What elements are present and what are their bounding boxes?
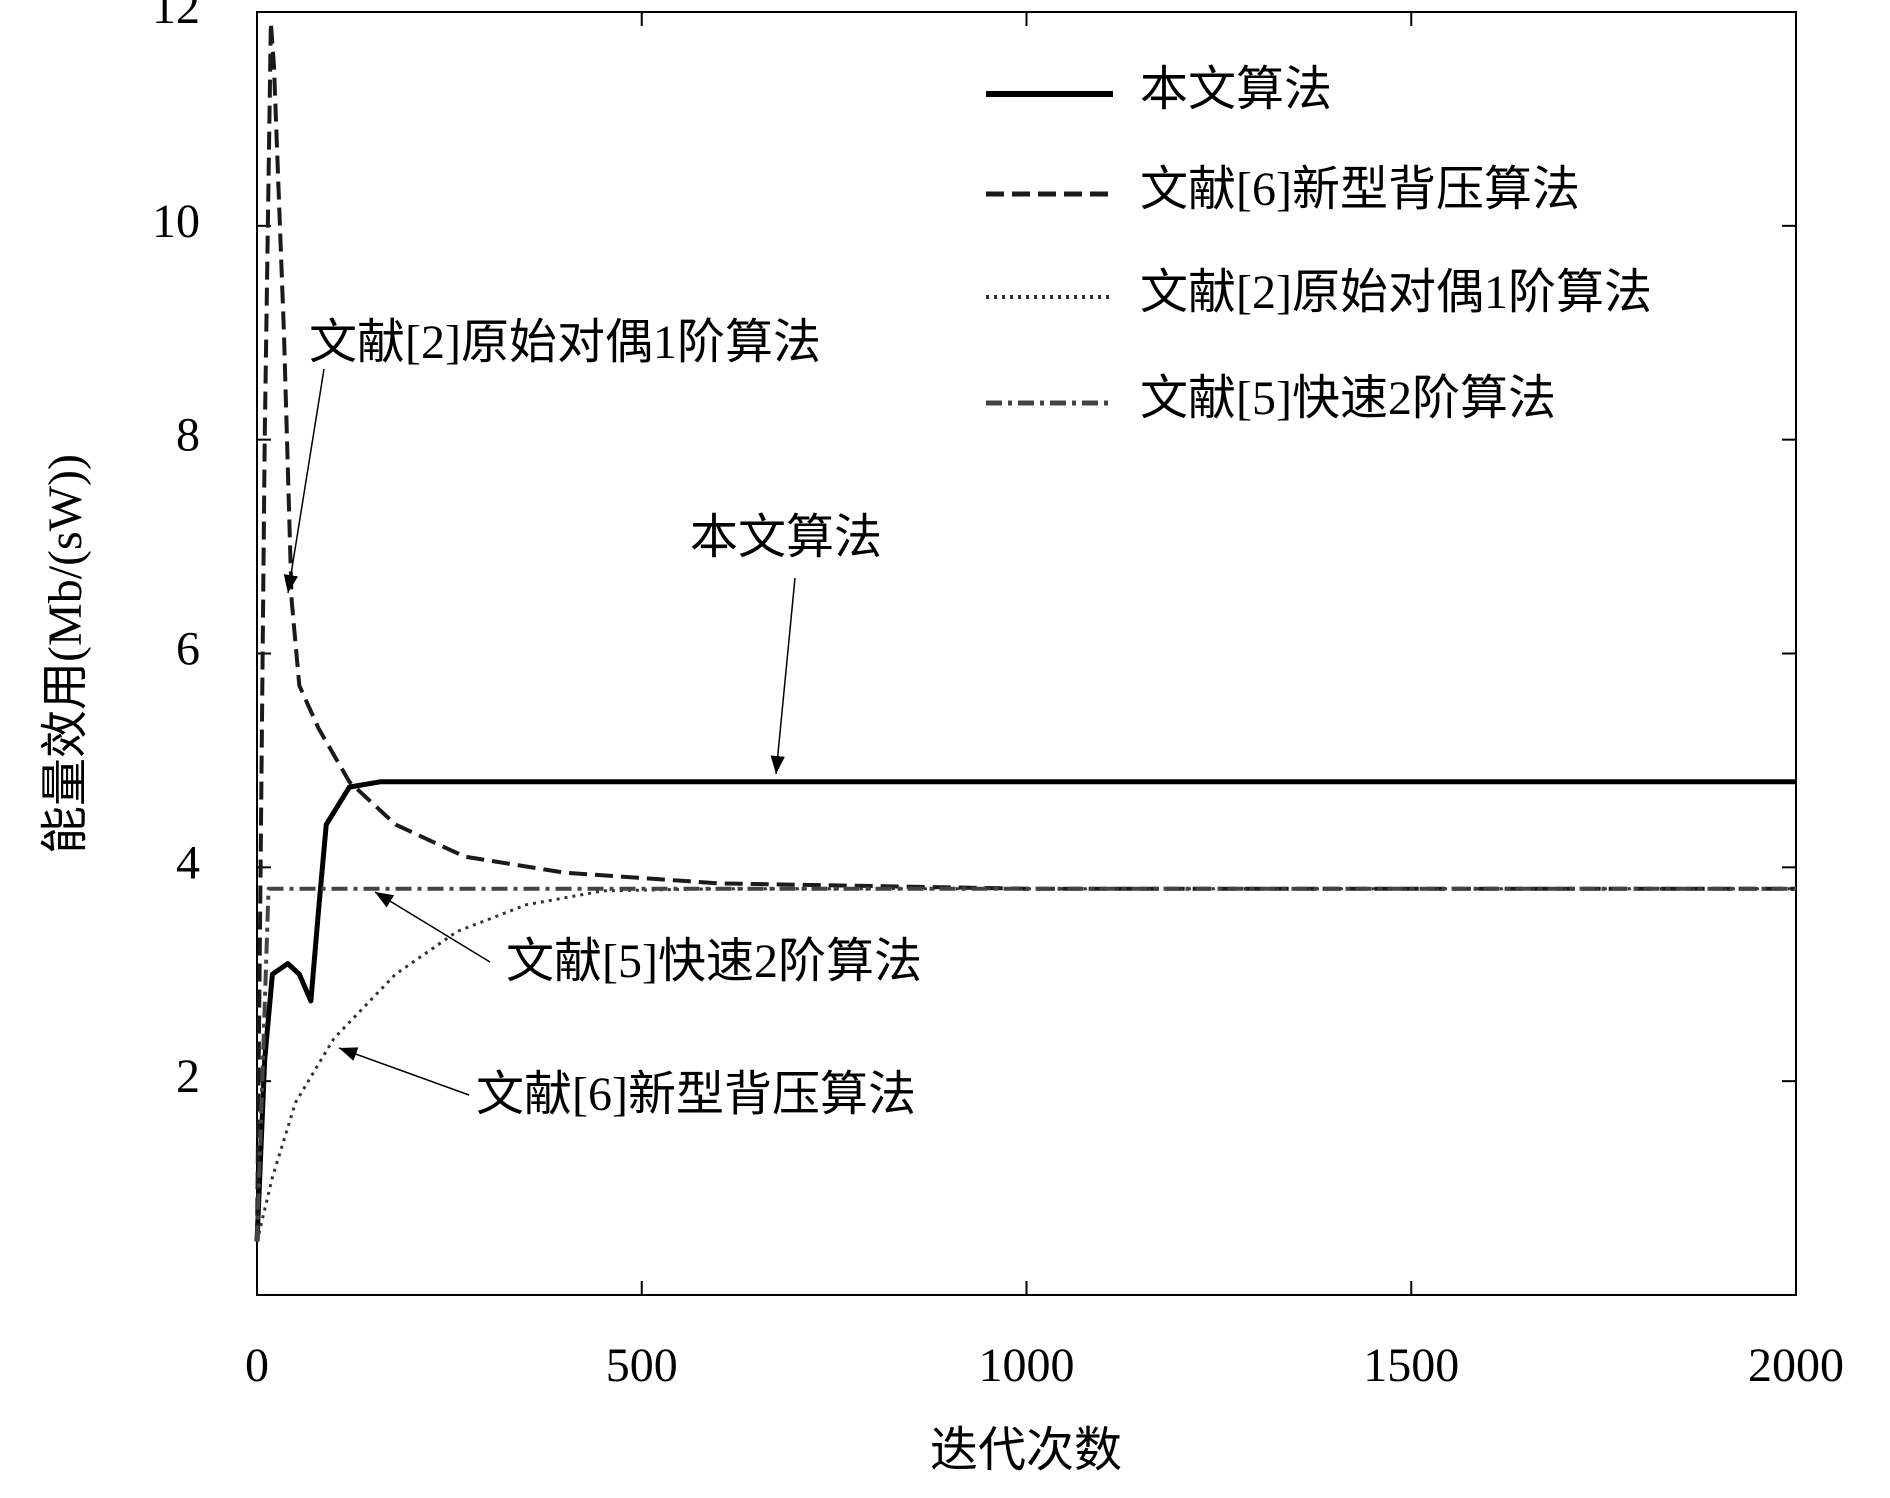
x-tick-label: 2000 xyxy=(1748,1339,1844,1392)
annotation: 文献[5]快速2阶算法 xyxy=(506,935,922,988)
annotation-arrow xyxy=(374,891,491,963)
x-tick-label: 1000 xyxy=(979,1339,1075,1392)
annotation-arrow xyxy=(338,1047,470,1096)
annotation-arrow xyxy=(770,577,796,775)
annotation: 文献[2]原始对偶1阶算法 xyxy=(309,316,821,369)
y-tick-label: 2 xyxy=(176,1050,200,1103)
y-tick-label: 8 xyxy=(176,409,200,462)
y-tick-label: 4 xyxy=(176,836,200,889)
series-line xyxy=(255,887,1796,1242)
x-axis-label: 迭代次数 xyxy=(930,1424,1122,1477)
annotation-arrow xyxy=(283,368,325,594)
y-tick-label: 10 xyxy=(152,195,200,248)
legend-label: 文献[6]新型背压算法 xyxy=(1140,163,1580,216)
series-line xyxy=(255,886,1796,1242)
legend-label: 本文算法 xyxy=(1140,63,1332,116)
y-axis-label: 能量效用(Mb/(sW)) xyxy=(39,454,92,854)
legend-label: 文献[2]原始对偶1阶算法 xyxy=(1140,266,1652,319)
legend-label: 文献[5]快速2阶算法 xyxy=(1140,372,1556,425)
x-tick-label: 1500 xyxy=(1363,1339,1459,1392)
x-tick-label: 0 xyxy=(245,1339,269,1392)
y-tick-label: 12 xyxy=(152,0,200,34)
series-line xyxy=(255,20,1796,1242)
x-tick-label: 500 xyxy=(606,1339,678,1392)
y-tick-label: 6 xyxy=(176,623,200,676)
series-line xyxy=(254,779,1796,1242)
annotation: 文献[6]新型背压算法 xyxy=(476,1068,916,1121)
annotation: 本文算法 xyxy=(690,511,882,564)
